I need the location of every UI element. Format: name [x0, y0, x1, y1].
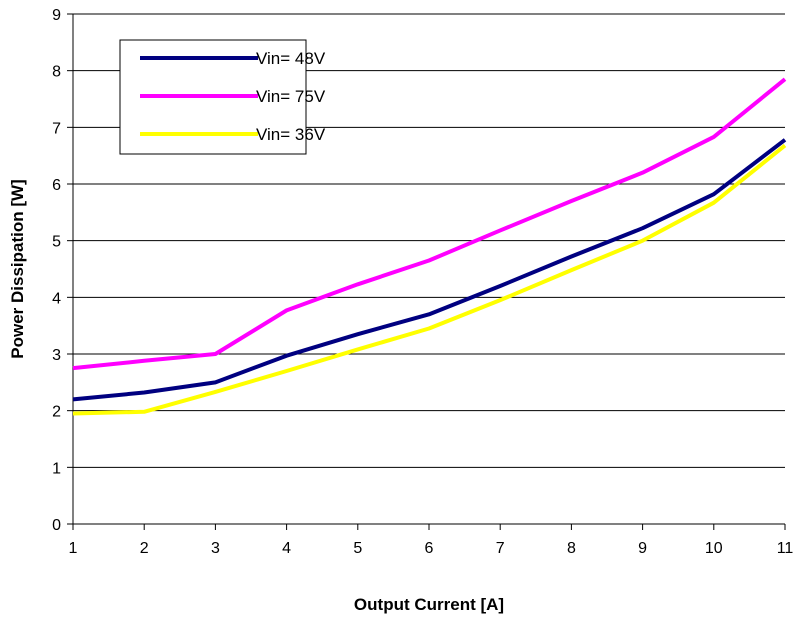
y-axis-title: Power Dissipation [W]: [8, 179, 27, 358]
legend-label: Vin= 36V: [256, 125, 326, 144]
y-tick-label: 4: [52, 290, 61, 307]
series-line-vin-36v: [72, 143, 787, 416]
x-tick-label: 6: [425, 540, 434, 557]
x-tick-label: 9: [638, 540, 647, 557]
y-tick-label: 9: [52, 7, 61, 24]
legend-label: Vin= 48V: [256, 49, 326, 68]
x-tick-label: 7: [496, 540, 505, 557]
x-tick-label: 5: [353, 540, 362, 557]
y-tick-label: 5: [52, 234, 61, 251]
x-tick-label: 1: [69, 540, 78, 557]
y-tick-label: 3: [52, 347, 61, 364]
series-line-vin-48v: [72, 138, 787, 402]
legend-label: Vin= 75V: [256, 87, 326, 106]
series-lines: [72, 77, 787, 416]
y-axis-ticks: 0 1 2 3 4 5 6 7 8 9: [52, 7, 73, 534]
x-axis-title: Output Current [A]: [354, 595, 504, 614]
x-tick-label: 11: [777, 540, 794, 557]
y-tick-label: 2: [52, 404, 61, 421]
x-tick-label: 3: [211, 540, 220, 557]
y-tick-label: 0: [52, 517, 61, 534]
x-axis-ticks: 1 2 3 4 5 6 7 8 9 10 11: [69, 524, 794, 557]
x-tick-label: 8: [567, 540, 576, 557]
series-line-vin-75v: [72, 77, 787, 371]
y-tick-label: 1: [52, 460, 61, 477]
y-tick-label: 6: [52, 177, 61, 194]
legend: Vin= 48V Vin= 75V Vin= 36V: [119, 39, 326, 155]
x-tick-label: 2: [140, 540, 149, 557]
y-tick-label: 7: [52, 120, 61, 137]
x-tick-label: 10: [705, 540, 723, 557]
x-tick-label: 4: [282, 540, 291, 557]
y-tick-label: 8: [52, 64, 61, 81]
